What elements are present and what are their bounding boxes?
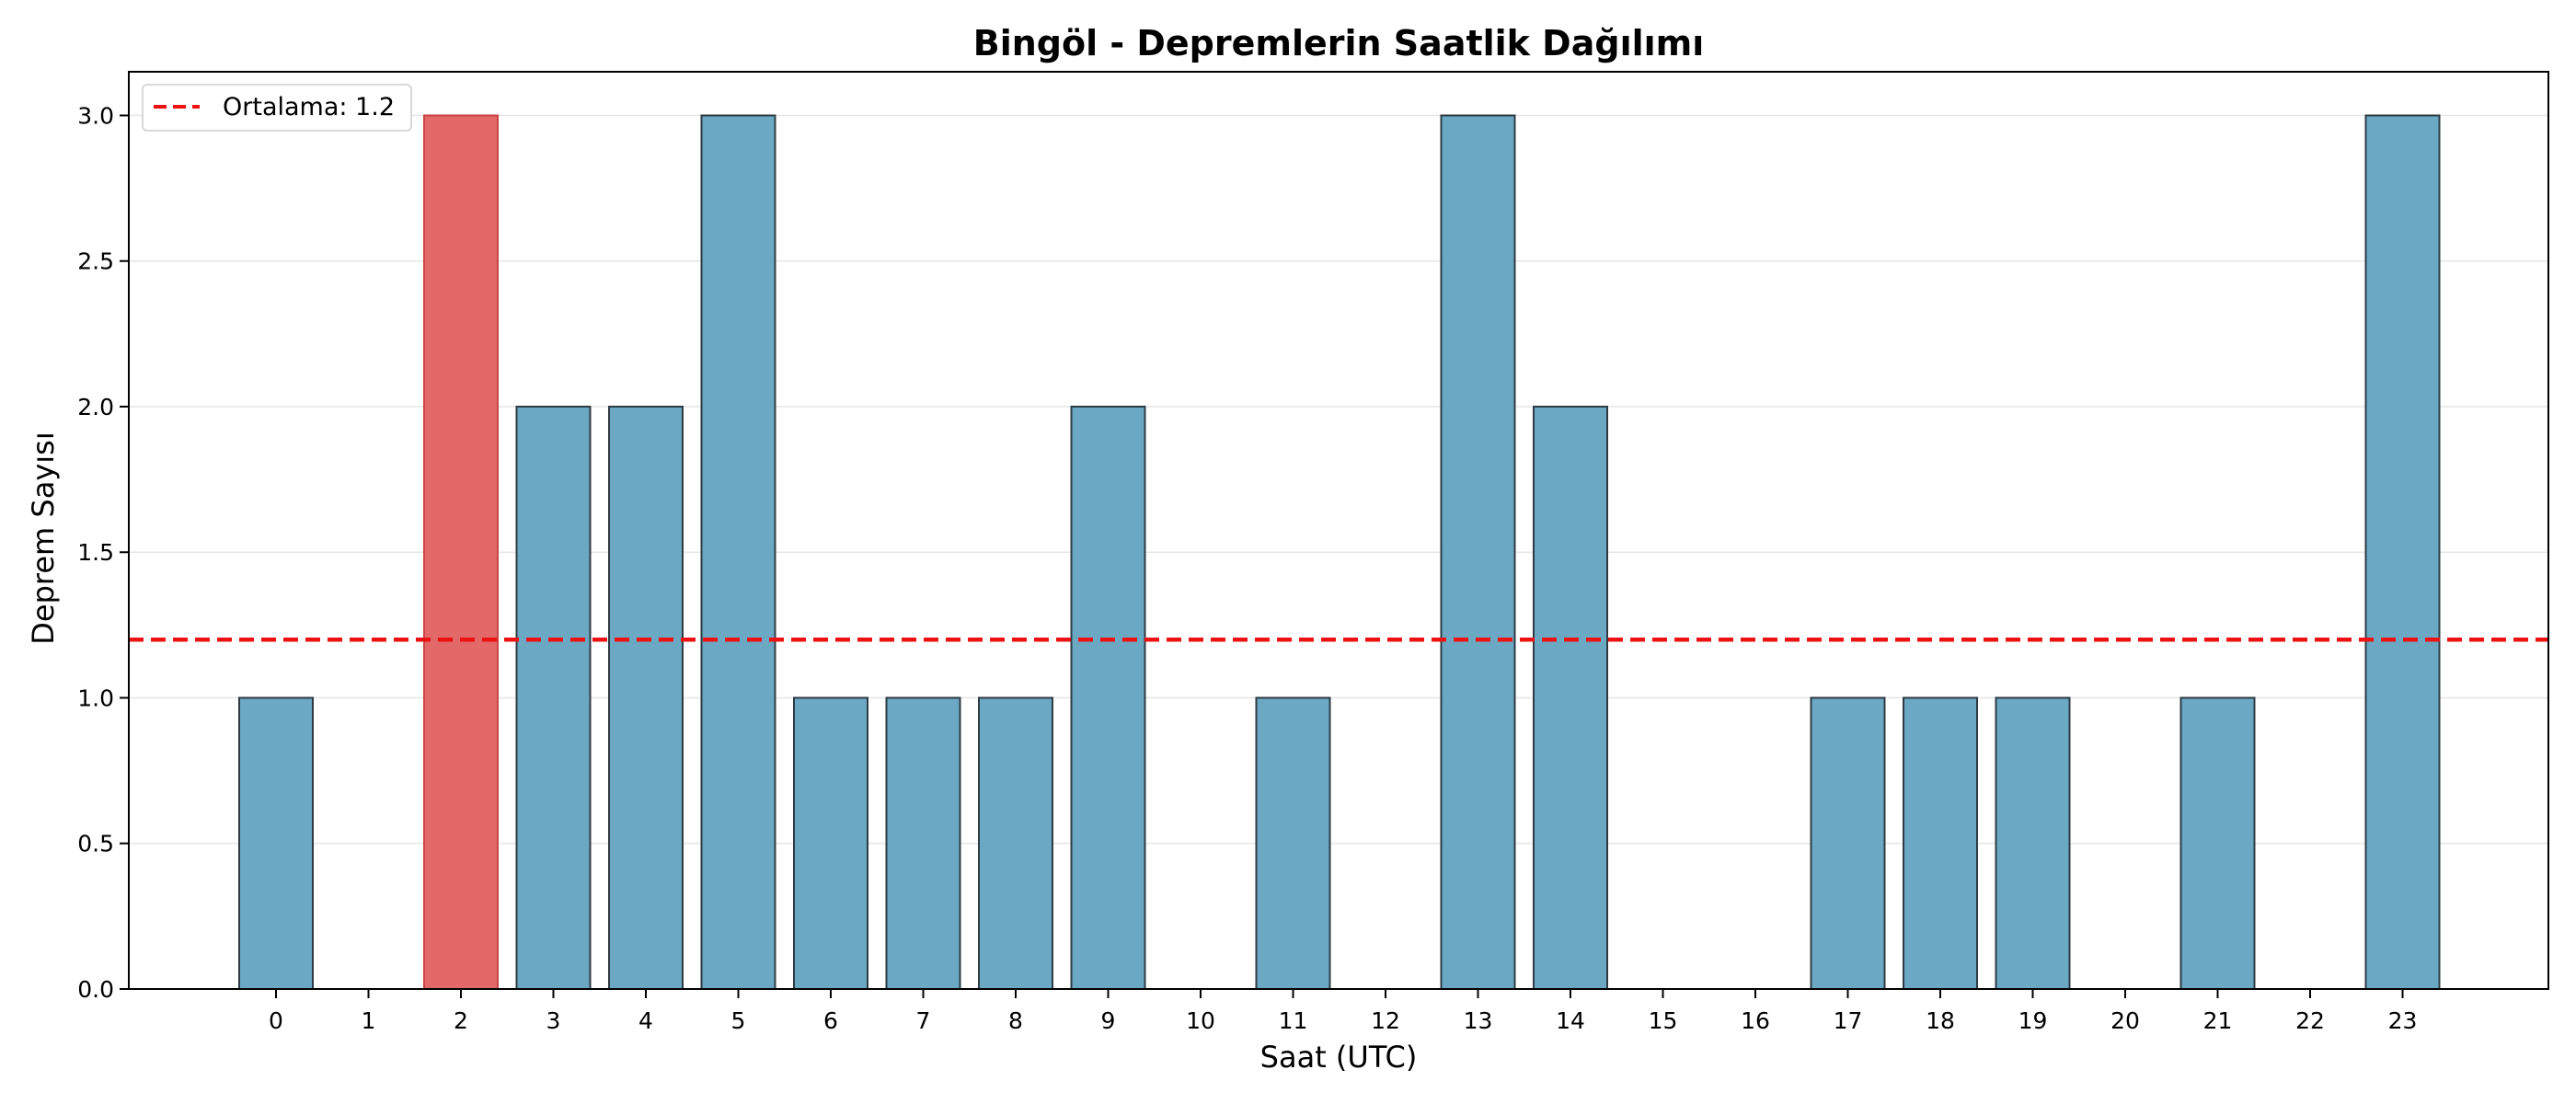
- plot-frame: [128, 71, 2549, 990]
- x-tick-label: 15: [1649, 1007, 1678, 1034]
- bar-hour-21: [2179, 696, 2256, 990]
- x-tick-label: 13: [1464, 1007, 1493, 1034]
- legend: Ortalama: 1.2: [142, 84, 412, 132]
- x-tick-label: 3: [546, 1007, 561, 1034]
- x-tick-label: 22: [2295, 1007, 2325, 1034]
- bars: [238, 114, 2441, 990]
- x-tick-label: 9: [1101, 1007, 1116, 1034]
- bar-hour-14: [1533, 405, 1608, 990]
- x-tick-label: 11: [1279, 1007, 1308, 1034]
- x-tick-label: 8: [1008, 1007, 1023, 1034]
- legend-box: [142, 84, 412, 132]
- bar-hour-7: [885, 696, 961, 990]
- x-tick-label: 20: [2110, 1007, 2140, 1034]
- y-tick-label: 1.0: [77, 684, 114, 711]
- x-tick-label: 6: [823, 1007, 838, 1034]
- x-tick-label: 14: [1556, 1007, 1585, 1034]
- bar-hour-0: [238, 696, 314, 990]
- x-tick-label: 23: [2388, 1007, 2418, 1034]
- x-tick-label: 4: [638, 1007, 653, 1034]
- chart-title: Bingöl - Depremlerin Saatlik Dağılımı: [973, 23, 1705, 63]
- x-tick-label: 16: [1741, 1007, 1770, 1034]
- bar-hour-18: [1903, 696, 1978, 990]
- legend-mean-label: Ortalama: 1.2: [223, 93, 395, 121]
- bar-hour-9: [1070, 405, 1146, 990]
- y-axis-ticks: 0.0 0.5 1.0 1.5 2.0 2.5 3.0: [77, 102, 129, 1003]
- y-axis-title: Deprem Sayısı: [26, 431, 61, 644]
- bar-hour-5: [700, 114, 776, 990]
- y-tick-label: 0.0: [77, 976, 114, 1003]
- x-tick-label: 0: [269, 1007, 283, 1034]
- x-tick-label: 2: [454, 1007, 468, 1034]
- x-tick-label: 18: [1926, 1007, 1955, 1034]
- bar-hour-2: [423, 114, 499, 990]
- bar-hour-6: [793, 696, 868, 990]
- bar-hour-17: [1810, 696, 1886, 990]
- bar-hour-23: [2364, 114, 2441, 990]
- x-tick-label: 1: [362, 1007, 376, 1034]
- y-tick-label: 2.0: [77, 394, 114, 420]
- bar-hour-3: [515, 405, 592, 990]
- bar-hour-19: [1995, 696, 2071, 990]
- bar-hour-11: [1255, 696, 1331, 990]
- x-tick-label: 7: [916, 1007, 931, 1034]
- x-axis-title: Saat (UTC): [1260, 1040, 1418, 1075]
- bar-hour-13: [1440, 114, 1516, 990]
- x-tick-label: 21: [2203, 1007, 2233, 1034]
- x-tick-label: 12: [1371, 1007, 1400, 1034]
- x-tick-label: 19: [2018, 1007, 2048, 1034]
- y-tick-label: 2.5: [77, 248, 114, 275]
- y-tick-label: 1.5: [77, 539, 114, 566]
- bar-hour-8: [978, 696, 1053, 990]
- bar-hour-4: [608, 405, 684, 990]
- x-tick-label: 17: [1834, 1007, 1863, 1034]
- x-axis-ticks: 0 1 2 3 4 5 6 7 8 9 10 11 12 13 14 15 16 17 18 19 20 21 22 23: [269, 989, 2417, 1034]
- x-tick-label: 10: [1186, 1007, 1215, 1034]
- y-tick-label: 0.5: [77, 831, 114, 857]
- y-tick-label: 3.0: [77, 102, 114, 129]
- x-tick-label: 5: [731, 1007, 746, 1034]
